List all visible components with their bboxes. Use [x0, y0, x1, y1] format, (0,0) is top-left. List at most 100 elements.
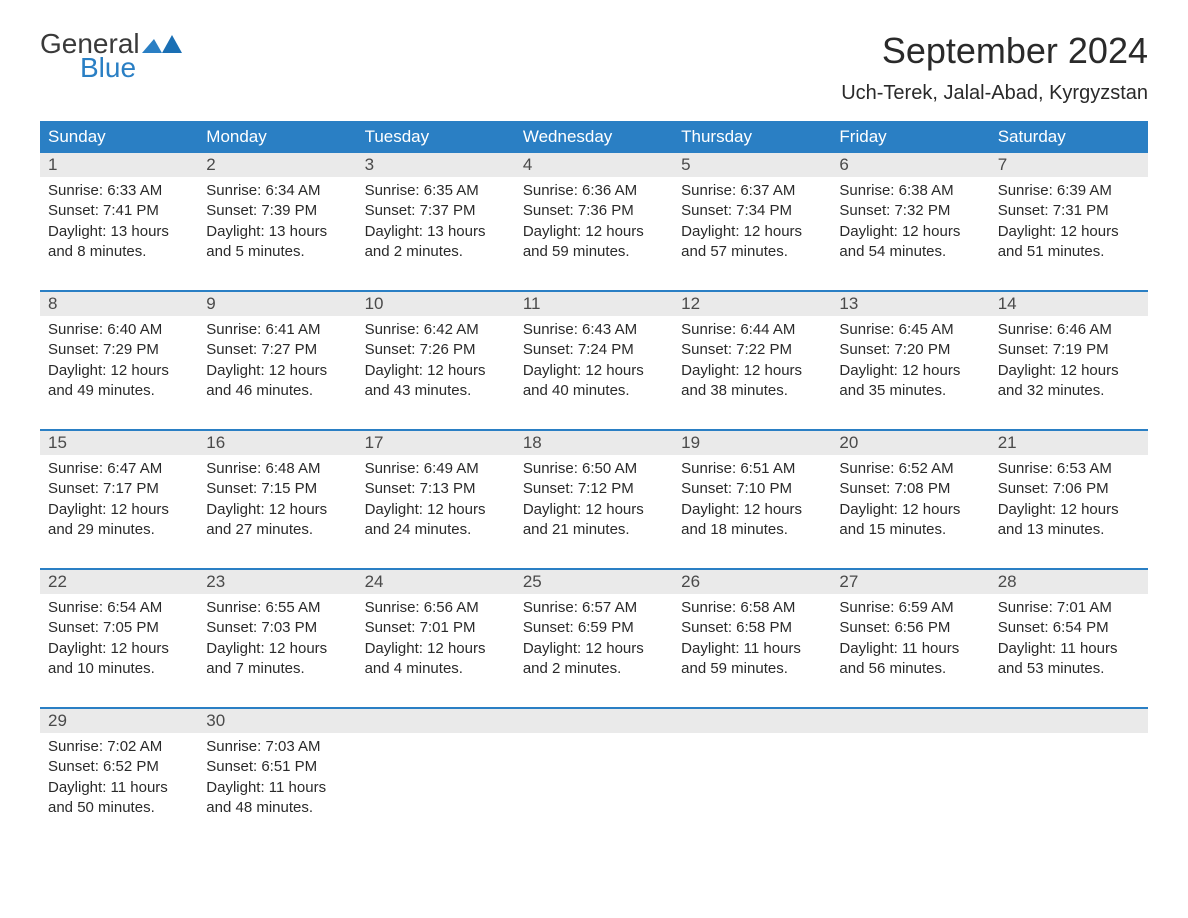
day-number: 21 [990, 431, 1148, 455]
sunset-line: Sunset: 7:12 PM [523, 479, 665, 499]
day-number: 5 [673, 153, 831, 177]
day-number: 4 [515, 153, 673, 177]
calendar-day: 6Sunrise: 6:38 AMSunset: 7:32 PMDaylight… [831, 153, 989, 270]
day-number: 16 [198, 431, 356, 455]
day-number: 14 [990, 292, 1148, 316]
sunrise-line: Sunrise: 6:57 AM [523, 598, 665, 618]
sunset-line: Sunset: 7:13 PM [365, 479, 507, 499]
weekday-header: Wednesday [515, 121, 673, 153]
daylight-line2: and 21 minutes. [523, 520, 665, 540]
day-content: Sunrise: 6:39 AMSunset: 7:31 PMDaylight:… [990, 177, 1148, 270]
sunset-line: Sunset: 7:05 PM [48, 618, 190, 638]
week-row: 8Sunrise: 6:40 AMSunset: 7:29 PMDaylight… [40, 290, 1148, 409]
weekday-header-row: Sunday Monday Tuesday Wednesday Thursday… [40, 121, 1148, 153]
calendar: Sunday Monday Tuesday Wednesday Thursday… [40, 121, 1148, 826]
daylight-line2: and 40 minutes. [523, 381, 665, 401]
day-content: Sunrise: 6:48 AMSunset: 7:15 PMDaylight:… [198, 455, 356, 548]
sunset-line: Sunset: 6:58 PM [681, 618, 823, 638]
title-block: September 2024 Uch-Terek, Jalal-Abad, Ky… [841, 30, 1148, 105]
day-content: Sunrise: 6:41 AMSunset: 7:27 PMDaylight:… [198, 316, 356, 409]
day-number: 27 [831, 570, 989, 594]
sunset-line: Sunset: 7:15 PM [206, 479, 348, 499]
calendar-day: . [357, 709, 515, 826]
page-title: September 2024 [841, 30, 1148, 72]
calendar-day: 24Sunrise: 6:56 AMSunset: 7:01 PMDayligh… [357, 570, 515, 687]
daylight-line1: Daylight: 12 hours [839, 222, 981, 242]
daylight-line2: and 59 minutes. [681, 659, 823, 679]
sunset-line: Sunset: 7:34 PM [681, 201, 823, 221]
daylight-line1: Daylight: 11 hours [839, 639, 981, 659]
sunrise-line: Sunrise: 6:52 AM [839, 459, 981, 479]
daylight-line2: and 57 minutes. [681, 242, 823, 262]
daylight-line2: and 2 minutes. [523, 659, 665, 679]
daylight-line2: and 24 minutes. [365, 520, 507, 540]
day-content: Sunrise: 7:01 AMSunset: 6:54 PMDaylight:… [990, 594, 1148, 687]
calendar-day: . [515, 709, 673, 826]
daylight-line1: Daylight: 12 hours [998, 222, 1140, 242]
calendar-day: 14Sunrise: 6:46 AMSunset: 7:19 PMDayligh… [990, 292, 1148, 409]
calendar-day: 23Sunrise: 6:55 AMSunset: 7:03 PMDayligh… [198, 570, 356, 687]
day-number: 23 [198, 570, 356, 594]
day-number: 28 [990, 570, 1148, 594]
day-number: 6 [831, 153, 989, 177]
sunset-line: Sunset: 6:52 PM [48, 757, 190, 777]
calendar-day: 8Sunrise: 6:40 AMSunset: 7:29 PMDaylight… [40, 292, 198, 409]
calendar-day: 10Sunrise: 6:42 AMSunset: 7:26 PMDayligh… [357, 292, 515, 409]
day-number: 20 [831, 431, 989, 455]
sunset-line: Sunset: 7:06 PM [998, 479, 1140, 499]
sunset-line: Sunset: 6:51 PM [206, 757, 348, 777]
daylight-line1: Daylight: 13 hours [365, 222, 507, 242]
calendar-day: 27Sunrise: 6:59 AMSunset: 6:56 PMDayligh… [831, 570, 989, 687]
sunrise-line: Sunrise: 6:37 AM [681, 181, 823, 201]
daylight-line1: Daylight: 12 hours [998, 500, 1140, 520]
daylight-line1: Daylight: 12 hours [839, 361, 981, 381]
sunset-line: Sunset: 7:26 PM [365, 340, 507, 360]
daylight-line1: Daylight: 12 hours [365, 361, 507, 381]
day-number: 8 [40, 292, 198, 316]
sunrise-line: Sunrise: 6:46 AM [998, 320, 1140, 340]
day-content: Sunrise: 6:36 AMSunset: 7:36 PMDaylight:… [515, 177, 673, 270]
calendar-day: 9Sunrise: 6:41 AMSunset: 7:27 PMDaylight… [198, 292, 356, 409]
day-number: 24 [357, 570, 515, 594]
sunrise-line: Sunrise: 6:41 AM [206, 320, 348, 340]
sunrise-line: Sunrise: 6:36 AM [523, 181, 665, 201]
sunrise-line: Sunrise: 6:44 AM [681, 320, 823, 340]
day-number: . [673, 709, 831, 733]
sunset-line: Sunset: 6:54 PM [998, 618, 1140, 638]
calendar-day: 15Sunrise: 6:47 AMSunset: 7:17 PMDayligh… [40, 431, 198, 548]
daylight-line2: and 49 minutes. [48, 381, 190, 401]
day-number: 2 [198, 153, 356, 177]
sunrise-line: Sunrise: 6:50 AM [523, 459, 665, 479]
daylight-line1: Daylight: 12 hours [48, 361, 190, 381]
day-content: Sunrise: 6:45 AMSunset: 7:20 PMDaylight:… [831, 316, 989, 409]
day-number: 13 [831, 292, 989, 316]
day-content: Sunrise: 7:02 AMSunset: 6:52 PMDaylight:… [40, 733, 198, 826]
day-number: . [515, 709, 673, 733]
sunrise-line: Sunrise: 6:42 AM [365, 320, 507, 340]
daylight-line1: Daylight: 12 hours [998, 361, 1140, 381]
daylight-line2: and 56 minutes. [839, 659, 981, 679]
daylight-line1: Daylight: 12 hours [523, 222, 665, 242]
sunrise-line: Sunrise: 6:40 AM [48, 320, 190, 340]
daylight-line1: Daylight: 12 hours [365, 500, 507, 520]
daylight-line2: and 53 minutes. [998, 659, 1140, 679]
sunrise-line: Sunrise: 6:43 AM [523, 320, 665, 340]
calendar-day: 22Sunrise: 6:54 AMSunset: 7:05 PMDayligh… [40, 570, 198, 687]
daylight-line1: Daylight: 12 hours [523, 500, 665, 520]
day-content: Sunrise: 6:58 AMSunset: 6:58 PMDaylight:… [673, 594, 831, 687]
header: General Blue September 2024 Uch-Terek, J… [40, 30, 1148, 105]
sunset-line: Sunset: 7:10 PM [681, 479, 823, 499]
daylight-line1: Daylight: 12 hours [206, 639, 348, 659]
daylight-line1: Daylight: 12 hours [206, 361, 348, 381]
sunset-line: Sunset: 7:37 PM [365, 201, 507, 221]
sunrise-line: Sunrise: 6:48 AM [206, 459, 348, 479]
day-number: 25 [515, 570, 673, 594]
day-content: Sunrise: 6:42 AMSunset: 7:26 PMDaylight:… [357, 316, 515, 409]
day-content: Sunrise: 6:40 AMSunset: 7:29 PMDaylight:… [40, 316, 198, 409]
calendar-day: 20Sunrise: 6:52 AMSunset: 7:08 PMDayligh… [831, 431, 989, 548]
daylight-line2: and 46 minutes. [206, 381, 348, 401]
daylight-line2: and 13 minutes. [998, 520, 1140, 540]
day-content: Sunrise: 6:55 AMSunset: 7:03 PMDaylight:… [198, 594, 356, 687]
daylight-line2: and 2 minutes. [365, 242, 507, 262]
day-number: 1 [40, 153, 198, 177]
